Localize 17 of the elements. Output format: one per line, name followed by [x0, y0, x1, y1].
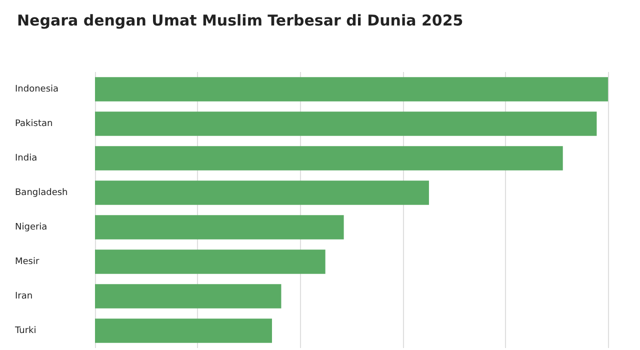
y-tick-label: India	[15, 153, 38, 164]
bar	[95, 146, 563, 170]
bar	[95, 318, 272, 343]
bar	[95, 180, 429, 205]
chart-title: Negara dengan Umat Muslim Terbesar di Dunia 2025	[17, 12, 464, 30]
bar	[95, 250, 326, 274]
bar	[95, 112, 597, 136]
y-tick-label: Turki	[14, 326, 36, 336]
bar	[95, 215, 344, 240]
y-tick-label: Nigeria	[15, 222, 48, 232]
y-tick-label: Pakistan	[15, 118, 53, 129]
y-tick-label: Iran	[15, 291, 33, 302]
y-tick-label: Bangladesh	[15, 188, 68, 198]
bar	[95, 284, 282, 308]
y-tick-label: Indonesia	[15, 84, 59, 94]
bar	[95, 77, 608, 102]
y-tick-label: Mesir	[15, 256, 40, 267]
